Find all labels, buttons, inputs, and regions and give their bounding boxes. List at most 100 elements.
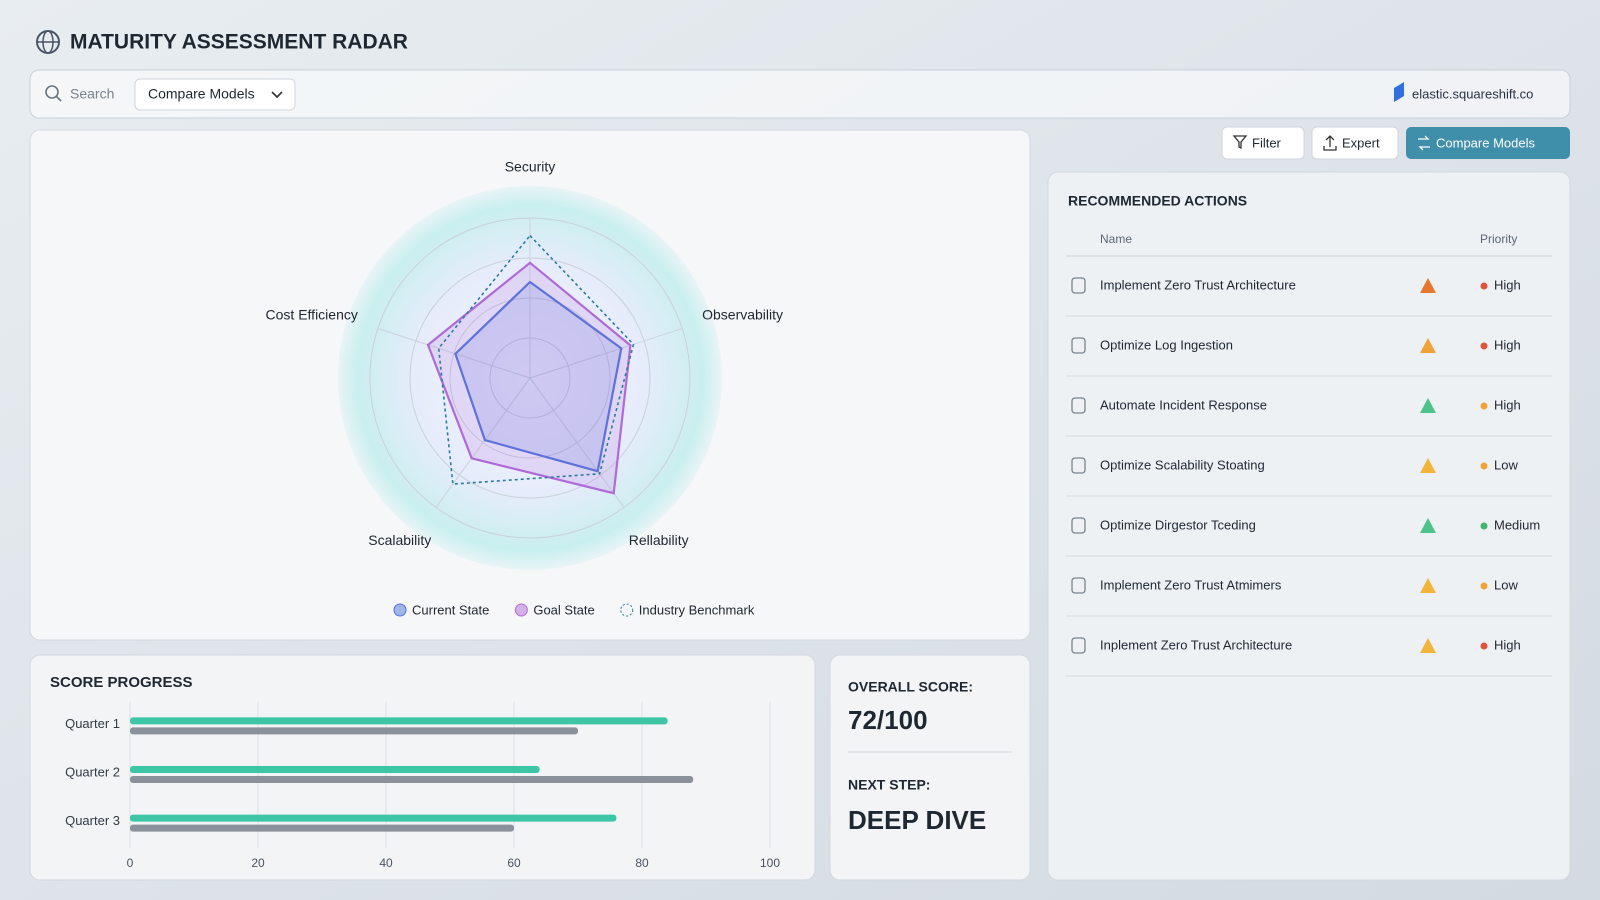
action-name: Implement Zero Trust Atmimers: [1100, 577, 1282, 592]
status-icon: [1420, 278, 1436, 293]
x-tick-label: 0: [127, 856, 134, 870]
row-icon: [1071, 517, 1086, 534]
priority-dot: [1480, 342, 1488, 350]
bar: [130, 727, 578, 735]
row-icon: [1071, 457, 1086, 474]
chevron: [271, 91, 283, 99]
priority-label: Low: [1494, 577, 1518, 592]
axis-label: Cost Efficiency: [266, 306, 358, 322]
row-icon: [1071, 577, 1086, 594]
legend-swatch: [393, 603, 407, 617]
dropdown-label: Compare Models: [148, 86, 255, 102]
radar-axis: [435, 377, 531, 508]
bar: [130, 766, 540, 773]
action-row[interactable]: Optimize Dirgestor Tceding Medium: [1066, 517, 1552, 557]
header: MATURITY ASSESSMENT RADAR: [36, 30, 408, 54]
action-name: Optimize Scalability Stoating: [1100, 457, 1265, 472]
status-icon: [1420, 518, 1436, 533]
dropdown-box[interactable]: [134, 78, 296, 111]
export-icon: [1323, 135, 1337, 151]
legend-swatch: [620, 603, 634, 617]
bar: [130, 717, 668, 725]
action-name: Automate Incident Response: [1100, 397, 1267, 412]
priority-dot: [1480, 582, 1488, 590]
button-box[interactable]: [1406, 127, 1570, 159]
action-name: Optimize Log Ingestion: [1100, 337, 1233, 352]
radar-axis: [377, 328, 531, 379]
axis-label: Security: [505, 159, 556, 175]
button-label: Expert: [1342, 135, 1380, 150]
action-row[interactable]: Implement Zero Trust Atmimers Low: [1066, 577, 1552, 617]
summary-card: [829, 654, 1031, 881]
bar-chart: 0 20 40 60 80 100 Quarter 1 Quarter 2 Quarter 3: [65, 702, 780, 870]
action-row[interactable]: Automate Incident Response High: [1066, 397, 1552, 437]
overall-label: OVERALL SCORE:: [848, 679, 973, 695]
button-box[interactable]: [1311, 126, 1399, 160]
row-icon: [1071, 637, 1086, 654]
bar: [130, 814, 617, 822]
next-step-value: DEEP DIVE: [848, 805, 986, 835]
status-icon: [1420, 578, 1436, 593]
radar-series: [454, 280, 623, 473]
status-icon: [1420, 338, 1436, 353]
x-tick-label: 40: [379, 856, 393, 870]
status-icon: [1420, 398, 1436, 413]
action-row[interactable]: Inplement Zero Trust Architecture High: [1066, 637, 1552, 677]
compare-button[interactable]: Compare Models: [1406, 127, 1570, 159]
action-row[interactable]: Optimize Log Ingestion High: [1066, 337, 1552, 377]
radar-series: [426, 261, 632, 495]
priority-dot: [1480, 462, 1488, 470]
action-name: Inplement Zero Trust Architecture: [1100, 637, 1292, 652]
brand-name: elastic.squareshift.co: [1412, 86, 1533, 101]
legend-swatch: [514, 603, 528, 617]
bar: [130, 776, 694, 783]
legend-label: Goal State: [533, 602, 594, 617]
priority-dot: [1480, 642, 1488, 650]
priority-dot: [1480, 282, 1488, 290]
next-step-label: NEXT STEP:: [848, 777, 930, 793]
button-label: Filter: [1252, 135, 1282, 150]
y-tick-label: Quarter 3: [65, 813, 120, 828]
y-tick-label: Quarter 2: [65, 764, 120, 779]
export-button[interactable]: Expert: [1311, 126, 1399, 160]
filter-icon: [1232, 135, 1248, 150]
action-name: Optimize Dirgestor Tceding: [1100, 517, 1256, 532]
priority-dot: [1480, 522, 1488, 530]
priority-label: Medium: [1494, 517, 1540, 532]
button-box[interactable]: [1221, 126, 1305, 160]
action-row[interactable]: Optimize Scalability Stoating Low: [1066, 457, 1552, 497]
legend-label: Industry Benchmark: [639, 602, 755, 617]
row-icon: [1071, 337, 1086, 354]
search-placeholder: Search: [70, 86, 114, 102]
priority-label: Low: [1494, 457, 1518, 472]
legend: Current State Goal State Industry Benchmar…: [393, 602, 755, 617]
column-header: Name: [1100, 232, 1132, 246]
overall-value: 72/100: [848, 705, 928, 735]
radar-axis: [529, 328, 683, 379]
legend-label: Current State: [412, 602, 489, 617]
chart-title: SCORE PROGRESS: [50, 674, 193, 691]
action-name: Implement Zero Trust Architecture: [1100, 277, 1296, 292]
model-dropdown[interactable]: Compare Models: [134, 78, 296, 111]
filter-button[interactable]: Filter: [1221, 126, 1305, 160]
priority-label: High: [1494, 637, 1521, 652]
search-box[interactable]: Search: [45, 85, 114, 102]
x-tick-label: 60: [507, 856, 521, 870]
toolbar: [29, 69, 1571, 119]
x-tick-label: 80: [635, 856, 649, 870]
axis-label: Rellability: [629, 532, 689, 548]
column-header: Priority: [1480, 232, 1517, 246]
page-title: MATURITY ASSESSMENT RADAR: [70, 31, 408, 54]
action-row[interactable]: Implement Zero Trust Architecture High: [1066, 277, 1552, 317]
search-icon: [55, 95, 62, 102]
actions-panel: [1047, 171, 1571, 881]
status-icon: [1420, 638, 1436, 653]
radar-chart: Security Observability Rellability Scalabil…: [266, 159, 783, 548]
x-tick-label: 20: [251, 856, 265, 870]
status-icon: [1420, 458, 1436, 473]
brand-logo: [1394, 82, 1404, 102]
row-icon: [1071, 277, 1086, 294]
priority-dot: [1480, 402, 1488, 410]
